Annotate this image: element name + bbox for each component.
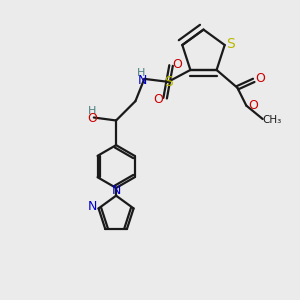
Text: S: S: [164, 75, 172, 89]
Text: N: N: [88, 200, 97, 213]
Text: O: O: [173, 58, 183, 70]
Text: CH₃: CH₃: [262, 116, 281, 125]
Text: O: O: [248, 99, 258, 112]
Text: O: O: [87, 112, 97, 125]
Text: H: H: [88, 106, 97, 116]
Text: N: N: [138, 74, 148, 87]
Text: O: O: [154, 93, 164, 106]
Text: H: H: [136, 68, 145, 78]
Text: S: S: [226, 37, 235, 50]
Text: N: N: [111, 184, 121, 197]
Text: O: O: [255, 72, 265, 86]
